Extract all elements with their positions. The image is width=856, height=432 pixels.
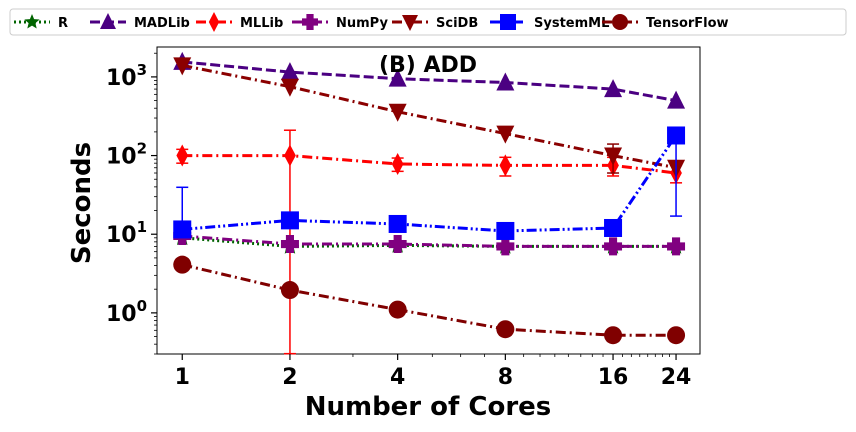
- data-point: [604, 326, 623, 345]
- legend-item-madlib: MADLib: [90, 13, 190, 31]
- legend-item-numpy: NumPy: [292, 14, 388, 31]
- data-point: [280, 235, 299, 254]
- data-point: [496, 72, 515, 91]
- series-line: [182, 63, 677, 170]
- legend-marker: [208, 12, 220, 32]
- data-point: [388, 103, 407, 122]
- series-layer: [173, 51, 686, 355]
- chart-title: (B) ADD: [379, 53, 477, 78]
- data-point: [388, 68, 407, 87]
- series-systemml: [173, 126, 686, 240]
- data-point: [280, 62, 299, 81]
- legend-label: MADLib: [134, 16, 190, 31]
- data-point: [604, 147, 623, 166]
- legend-item-mllib: MLLib: [196, 12, 283, 32]
- x-axis-label: Number of Cores: [305, 392, 552, 422]
- legend-label: TensorFlow: [646, 16, 729, 31]
- series-scidb: [173, 57, 686, 178]
- series-line: [182, 154, 677, 175]
- data-point: [388, 235, 407, 254]
- legend-label: R: [58, 16, 68, 31]
- data-point: [388, 300, 407, 319]
- legend-label: MLLib: [240, 16, 283, 31]
- y-tick-label: 102: [106, 140, 147, 170]
- x-tick-label: 1: [175, 365, 190, 390]
- legend-item-tensorflow: TensorFlow: [602, 14, 729, 31]
- series-line: [182, 134, 678, 233]
- series-line: [182, 234, 676, 248]
- legend-marker: [612, 14, 628, 30]
- series-tensorflow: [173, 255, 686, 345]
- data-point: [173, 57, 192, 76]
- data-point: [496, 125, 515, 144]
- data-point: [173, 255, 192, 274]
- x-tick-label: 4: [390, 365, 405, 390]
- data-point: [280, 78, 299, 97]
- y-axis-label: Seconds: [67, 142, 97, 264]
- legend-label: NumPy: [336, 16, 388, 31]
- legend-marker: [100, 13, 116, 29]
- legend: R MADLib MLLib NumPy SciDB SystemML TensorFlow: [9, 8, 847, 36]
- series-mllib: [176, 129, 683, 355]
- data-point: [667, 326, 686, 345]
- legend-label: SciDB: [436, 16, 478, 31]
- data-point: [667, 90, 686, 109]
- data-point: [496, 221, 515, 240]
- x-tick-label: 8: [498, 365, 513, 390]
- legend-marker: [402, 15, 418, 31]
- x-tick-label: 16: [598, 365, 629, 390]
- legend-marker: [24, 14, 40, 29]
- data-point: [667, 237, 686, 256]
- legend-marker: [500, 14, 516, 30]
- data-point: [173, 220, 192, 239]
- data-point: [496, 237, 515, 256]
- data-point: [284, 144, 296, 167]
- data-point: [280, 211, 299, 230]
- y-tick-label: 100: [106, 297, 147, 327]
- series-line: [181, 263, 676, 337]
- data-point: [604, 237, 623, 256]
- data-point: [604, 218, 623, 237]
- legend-marker: [302, 14, 318, 30]
- plot-area: [156, 46, 701, 355]
- series-line: [182, 60, 677, 103]
- data-point: [604, 79, 623, 98]
- data-point: [496, 320, 515, 339]
- x-tick-label: 2: [282, 365, 297, 390]
- legend-item-scidb: SciDB: [392, 15, 478, 31]
- legend-label: SystemML: [534, 16, 609, 31]
- legend-item-r: R: [14, 14, 68, 31]
- x-tick-label: 24: [661, 365, 692, 390]
- data-point: [280, 281, 299, 300]
- y-tick-label: 101: [106, 218, 147, 248]
- legend-item-systemml: SystemML: [490, 14, 609, 31]
- data-point: [391, 153, 404, 176]
- data-point: [499, 154, 512, 177]
- y-tick-label: 103: [106, 61, 147, 91]
- data-point: [176, 144, 189, 167]
- data-point: [667, 126, 686, 145]
- data-point: [388, 214, 407, 233]
